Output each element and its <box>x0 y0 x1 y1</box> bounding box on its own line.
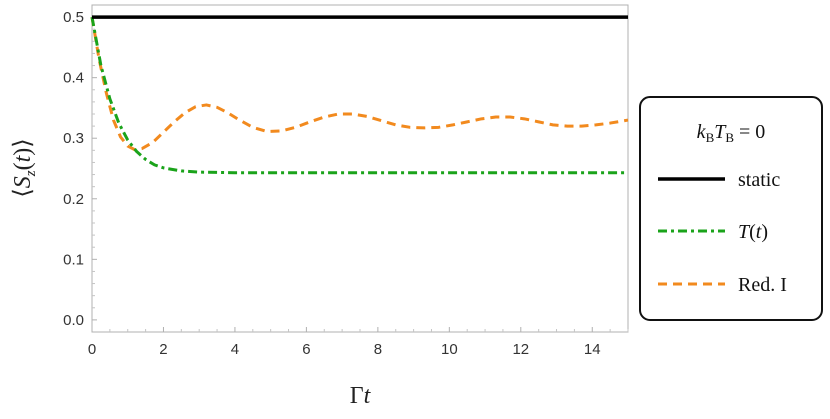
x-tick-label: 12 <box>512 341 529 358</box>
svg-text:⟨Sz(t)⟩: ⟨Sz(t)⟩ <box>10 138 39 197</box>
svg-text:Γt: Γt <box>350 383 372 409</box>
legend-label: T(t) <box>738 221 768 243</box>
x-tick-label: 8 <box>374 341 382 358</box>
y-tick-label: 0.3 <box>63 130 84 147</box>
y-tick-label: 0.1 <box>63 251 84 268</box>
x-tick-label: 2 <box>159 341 167 358</box>
x-tick-label: 4 <box>231 341 239 358</box>
y-tick-label: 0.2 <box>63 191 84 208</box>
x-tick-label: 10 <box>441 341 458 358</box>
plot-area <box>91 4 629 333</box>
x-axis-title: Γt <box>350 383 372 409</box>
x-axis: 0 2 4 6 8 10 12 14 <box>88 327 629 358</box>
legend-title: kBTB = 0 <box>697 121 766 145</box>
y-tick-label: 0.0 <box>63 312 84 329</box>
y-tick-label: 0.5 <box>63 9 84 26</box>
series-layer <box>90 15 629 175</box>
legend: kBTB = 0 static T(t) Red. I <box>639 96 823 321</box>
legend-box <box>639 96 823 321</box>
y-tick-label: 0.4 <box>63 70 84 87</box>
series-line-t-t <box>90 16 628 175</box>
svg-text:kBTB = 0: kBTB = 0 <box>697 121 766 145</box>
y-axis: 0.0 0.1 0.2 0.3 0.4 0.5 <box>63 9 97 329</box>
x-tick-label: 14 <box>584 341 601 358</box>
legend-label: static <box>738 169 780 191</box>
y-axis-title: ⟨Sz(t)⟩ <box>10 138 39 197</box>
x-tick-label: 0 <box>88 341 96 358</box>
legend-label: Red. I <box>738 274 787 296</box>
x-tick-label: 6 <box>302 341 310 358</box>
series-line-red-i <box>90 16 629 152</box>
